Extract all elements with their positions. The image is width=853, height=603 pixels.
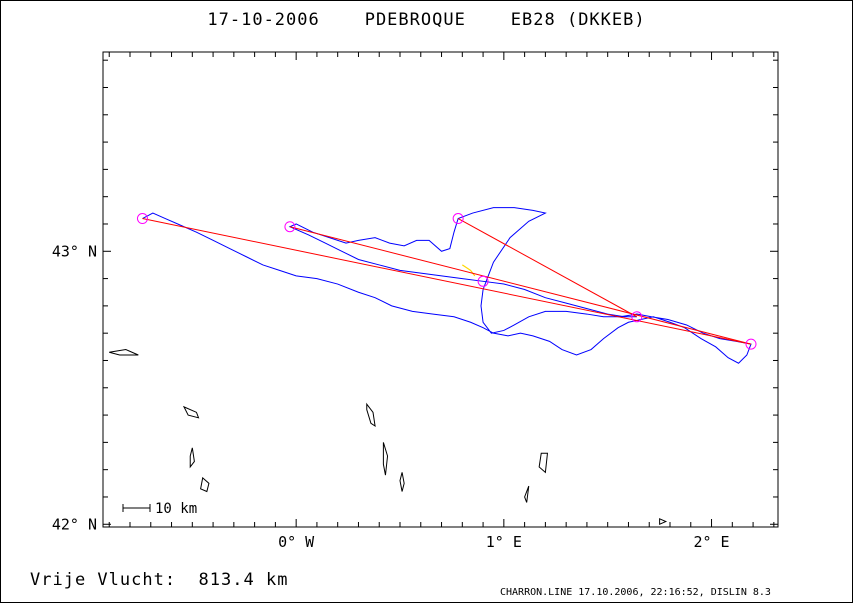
- coast-shape: [538, 452, 549, 474]
- turnpoints: [136, 213, 757, 350]
- scale-bar: 10 km: [122, 501, 197, 517]
- turnpoint-marker: [631, 311, 643, 323]
- distance-value: 813.4 km: [198, 570, 289, 590]
- distance-label: Vrije Vlucht:: [30, 570, 177, 590]
- task-leg: [289, 226, 752, 345]
- tick-marks: [103, 52, 778, 527]
- coast-shapes: [109, 349, 668, 526]
- chart-title: 17-10-2006 PDEBROQUE EB28 (DKKEB): [0, 10, 853, 30]
- turnpoint-marker: [284, 221, 296, 233]
- coast-shape: [659, 518, 668, 526]
- coast-shape: [399, 472, 405, 492]
- scale-bar-label: 10 km: [155, 501, 197, 517]
- plot-area: [102, 51, 779, 528]
- y-tick-label: 43° N: [52, 242, 97, 260]
- turnpoint-marker: [745, 338, 757, 350]
- x-tick-label: 0° W: [278, 533, 315, 551]
- x-tick-label: 1° E: [486, 533, 522, 551]
- task-legs: [142, 218, 752, 345]
- task-leg: [457, 218, 638, 318]
- start-marker: [461, 264, 476, 277]
- y-tick-label: 42° N: [52, 515, 97, 533]
- turnpoint-marker: [477, 275, 489, 287]
- flight-track: [142, 207, 752, 364]
- coast-shape: [200, 476, 210, 493]
- flight-date: 17-10-2006: [207, 10, 320, 30]
- coast-shape: [109, 349, 139, 356]
- coast-shape: [182, 405, 200, 419]
- glider-id: EB28 (DKKEB): [510, 10, 646, 30]
- coast-shape: [382, 442, 389, 476]
- turnpoint-marker: [136, 213, 148, 225]
- coast-shape: [524, 485, 530, 503]
- credit-line: CHARRON.LINE 17.10.2006, 22:16:52, DISLI…: [500, 587, 771, 598]
- axis-labels: 0° W 1° E 2° E 42° N 43° N: [52, 242, 730, 551]
- coast-shape: [366, 402, 376, 428]
- distance-readout: Vrije Vlucht: 813.4 km: [30, 570, 288, 590]
- x-tick-label: 2° E: [693, 533, 729, 551]
- turnpoint-marker: [452, 213, 464, 225]
- track-line: [142, 207, 752, 364]
- pilot-name: PDEBROQUE: [364, 10, 466, 30]
- task-leg: [142, 218, 752, 345]
- coast-shape: [189, 447, 195, 469]
